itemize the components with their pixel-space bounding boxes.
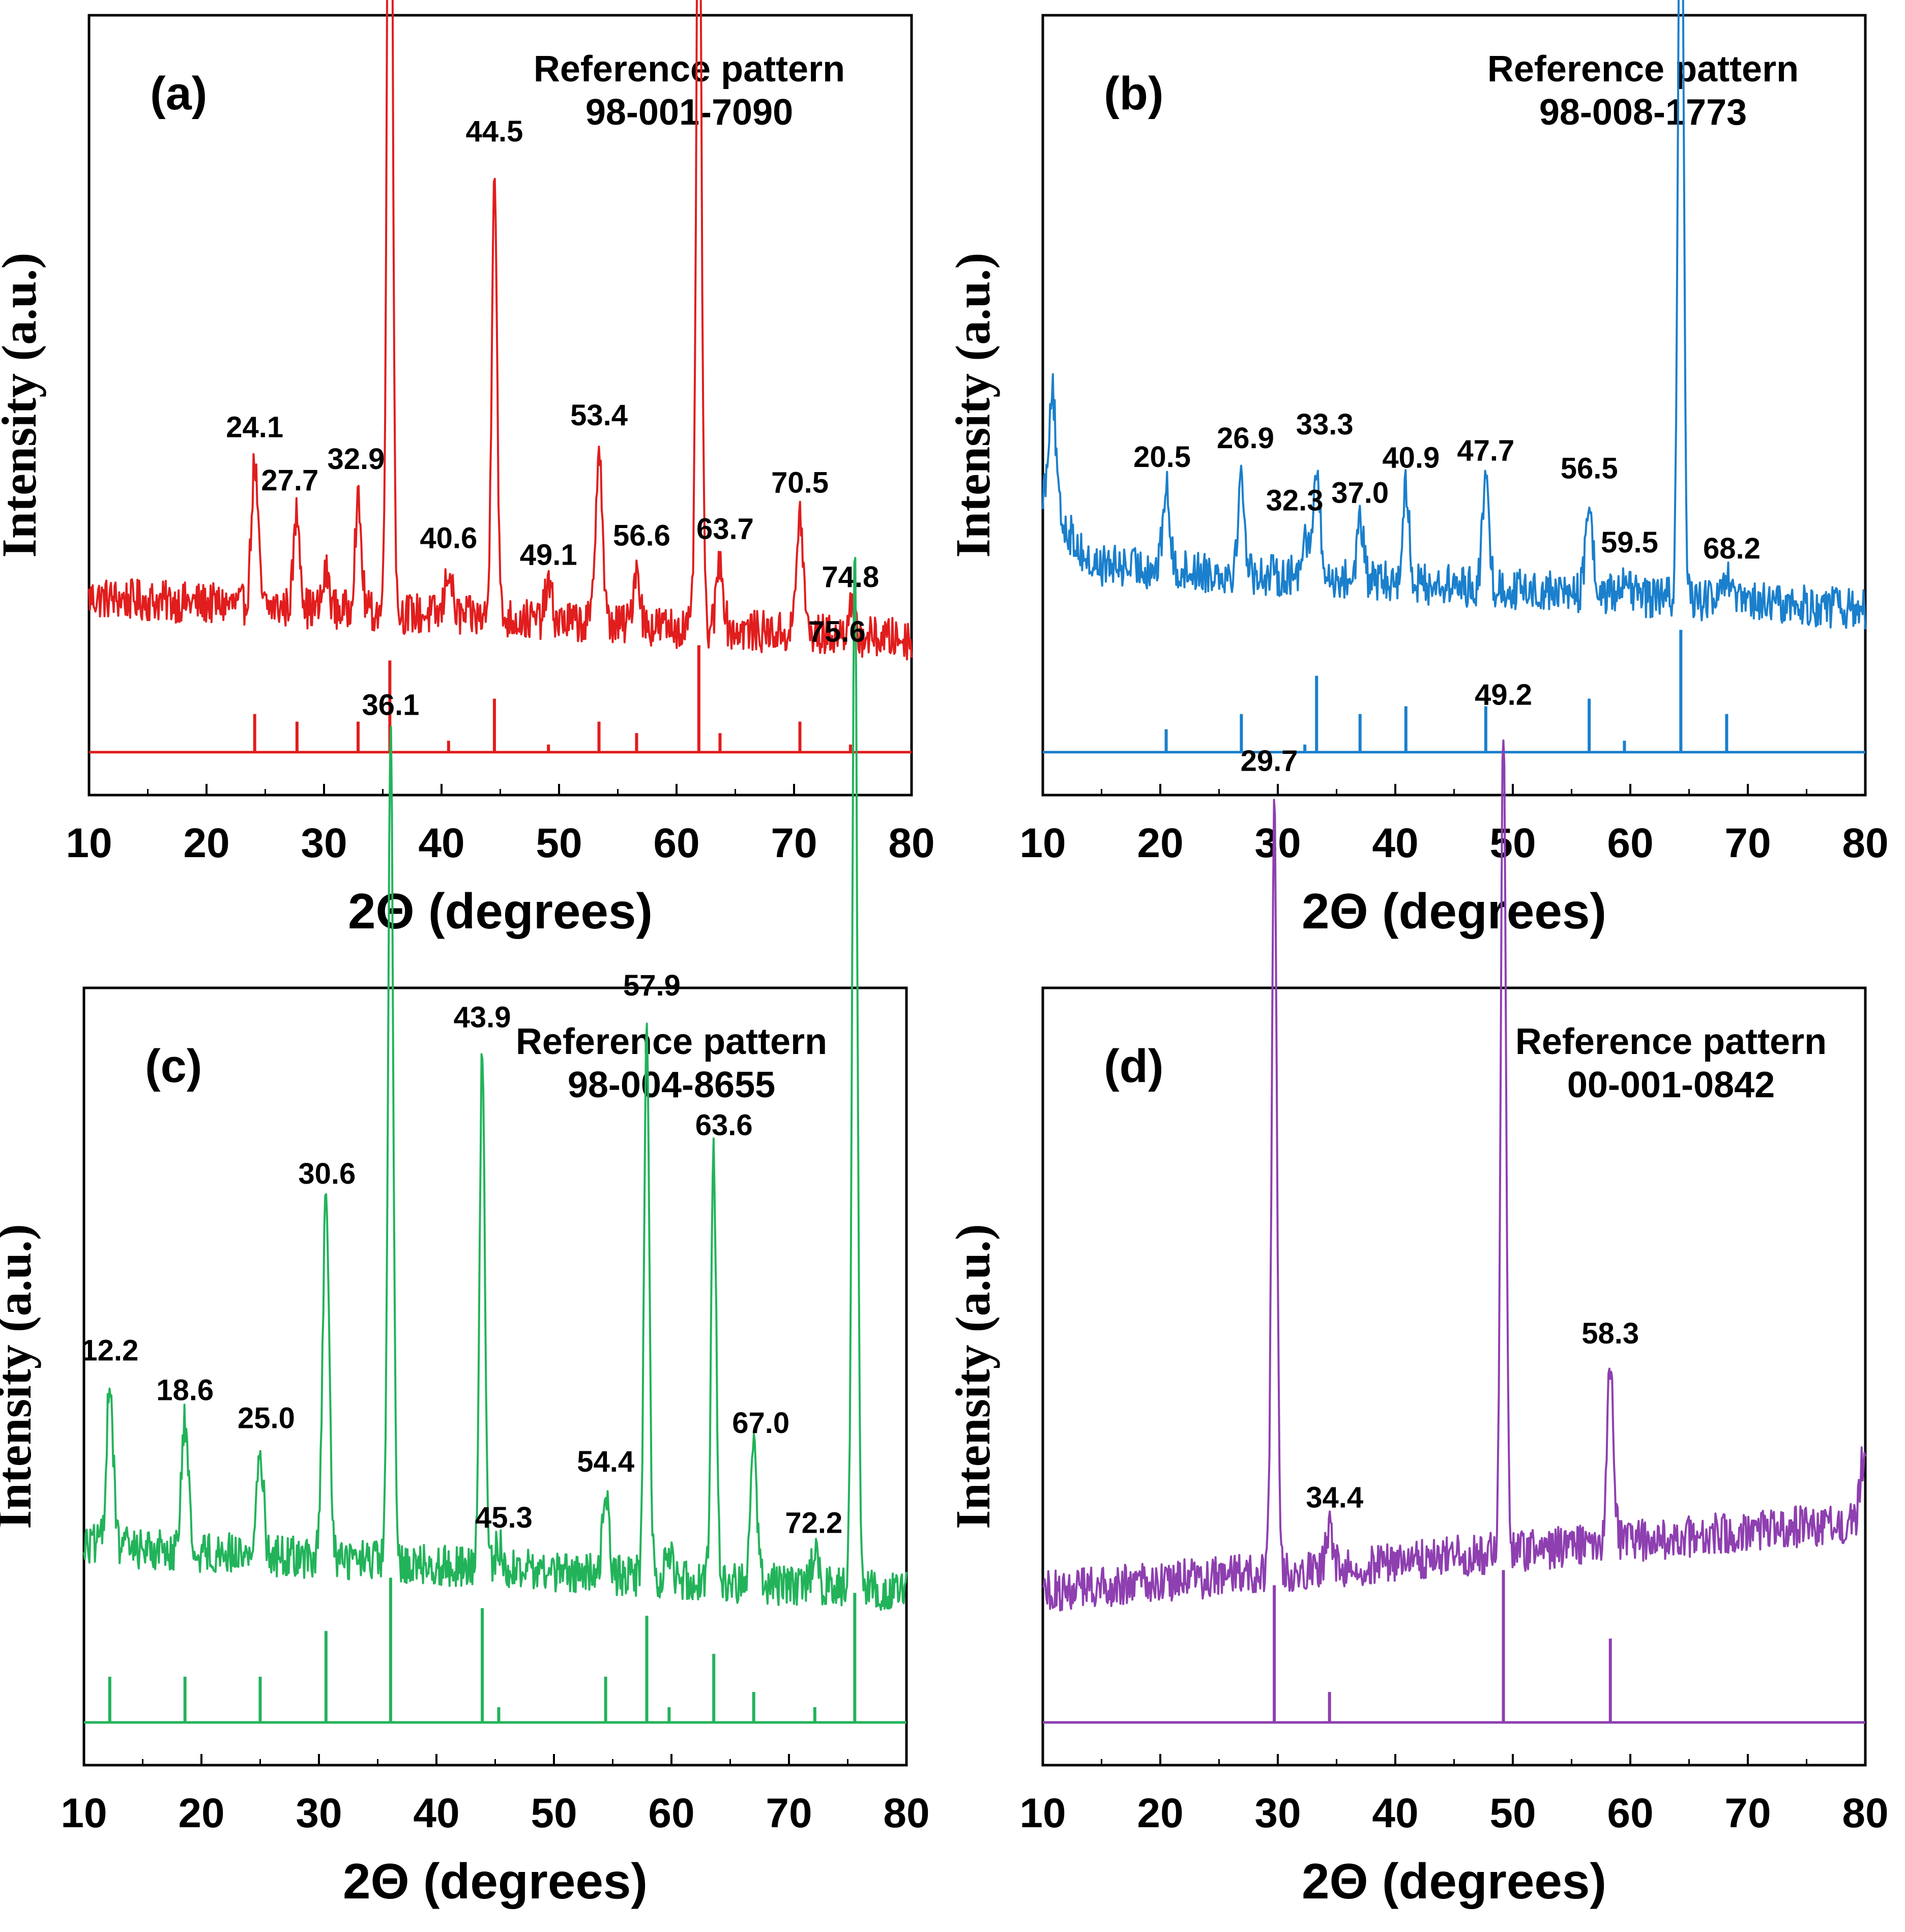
- reference-code: 98-008-1773: [1539, 92, 1747, 133]
- x-tick-label: 50: [531, 1790, 577, 1836]
- peak-label: 63.6: [695, 1109, 753, 1142]
- peak-label: 44.5: [466, 115, 523, 148]
- peak-label: 75.6: [808, 615, 866, 648]
- x-tick-label: 10: [61, 1790, 107, 1836]
- peak-label: 59.5: [1601, 526, 1658, 559]
- x-tick-label: 80: [888, 820, 934, 866]
- y-axis-label: Intensity (a.u.): [0, 252, 46, 558]
- diffraction-series: [1042, 739, 1866, 1612]
- peak-label: 68.2: [1703, 532, 1761, 565]
- x-tick-label: 60: [653, 820, 699, 866]
- peak-label: 47.7: [1457, 434, 1514, 467]
- x-axis-label: 2Θ (degrees): [1302, 883, 1606, 939]
- peak-label: 70.5: [771, 466, 829, 499]
- reference-title: Reference pattern: [516, 1021, 827, 1062]
- x-axis-label: 2Θ (degrees): [343, 1853, 648, 1909]
- x-tick-label: 50: [1489, 1790, 1536, 1836]
- peak-label: 45.3: [475, 1501, 533, 1534]
- peak-label: 29.7: [1241, 745, 1298, 778]
- diffraction-series: [83, 557, 907, 1611]
- x-tick-label: 60: [1607, 1790, 1653, 1836]
- x-tick-label: 20: [1137, 820, 1183, 866]
- panel-b: 10 20 30 40 50 60 70 80 2Θ (degrees) Intensity (a…: [946, 0, 1889, 939]
- x-tick-label: 80: [1842, 820, 1888, 866]
- peak-label: 24.1: [226, 411, 283, 444]
- peak-label: 37.0: [1331, 476, 1389, 509]
- peak-label: 40.6: [420, 521, 477, 554]
- peak-label: 40.9: [1382, 442, 1440, 475]
- x-axis-label: 2Θ (degrees): [1302, 1853, 1606, 1909]
- panel-c: 10 20 30 40 50 60 70 80 2Θ (degrees) Intensity (a…: [0, 557, 930, 1909]
- x-tick-label: 20: [183, 820, 229, 866]
- panel-d: 10 20 30 40 50 60 70 80 2Θ (degrees) Intensity (a…: [946, 679, 1889, 1909]
- peak-label: 49.2: [1475, 679, 1532, 712]
- peak-label: 36.1: [362, 689, 419, 722]
- x-tick-label: 50: [1489, 820, 1536, 866]
- peak-label: 54.4: [577, 1445, 634, 1478]
- peak-label: 32.3: [1266, 484, 1324, 517]
- panel-letter: (a): [150, 68, 207, 120]
- peak-label: 26.9: [1217, 422, 1274, 455]
- panel-a: 10 20 30 40 50 60 70 80 2Θ (degrees) Intensity (a…: [0, 0, 935, 939]
- peak-label: 67.0: [732, 1407, 789, 1440]
- reference-code: 98-001-7090: [585, 92, 793, 133]
- x-tick-label: 70: [771, 820, 817, 866]
- peak-label: 32.9: [328, 443, 385, 476]
- x-tick-label: 30: [296, 1790, 342, 1836]
- y-axis-label: Intensity (a.u.): [0, 1224, 41, 1529]
- y-axis-label: Intensity (a.u.): [946, 252, 1000, 558]
- peak-label: 33.3: [1296, 408, 1354, 441]
- peak-label: 57.9: [623, 969, 681, 1002]
- peak-label: 34.4: [1306, 1481, 1363, 1514]
- peak-label: 49.1: [520, 538, 577, 571]
- panel-letter: (b): [1104, 68, 1163, 120]
- peak-label: 72.2: [785, 1507, 842, 1540]
- x-tick-label: 30: [301, 820, 347, 866]
- peak-label: 12.2: [81, 1334, 138, 1367]
- panel-letter: (c): [145, 1040, 202, 1092]
- x-tick-label: 40: [418, 820, 464, 866]
- x-tick-label: 60: [648, 1790, 694, 1836]
- x-tick-label: 20: [1137, 1790, 1183, 1836]
- x-tick-label: 80: [883, 1790, 929, 1836]
- panel-letter: (d): [1104, 1040, 1163, 1092]
- x-axis-label: 2Θ (degrees): [348, 883, 653, 939]
- x-tick-label: 20: [178, 1790, 224, 1836]
- x-tick-label: 10: [66, 820, 112, 866]
- peak-label: 58.3: [1581, 1317, 1639, 1350]
- peak-label: 27.7: [261, 464, 318, 497]
- peak-label: 18.6: [156, 1374, 214, 1407]
- peak-label: 30.6: [298, 1157, 356, 1190]
- x-tick-label: 70: [1724, 1790, 1771, 1836]
- reference-code: 98-004-8655: [568, 1065, 775, 1105]
- peak-label: 74.8: [822, 561, 879, 594]
- y-axis-label: Intensity (a.u.): [946, 1224, 1000, 1529]
- peak-label: 56.5: [1561, 452, 1618, 485]
- peak-label: 56.6: [613, 519, 670, 552]
- x-tick-label: 40: [1372, 1790, 1418, 1836]
- reference-title: Reference pattern: [1487, 49, 1799, 90]
- peak-label: 20.5: [1133, 441, 1191, 474]
- x-tick-label: 10: [1019, 820, 1066, 866]
- peak-label: 63.7: [696, 513, 754, 546]
- reference-title: Reference pattern: [534, 49, 845, 90]
- reference-title: Reference pattern: [1515, 1021, 1827, 1062]
- x-tick-label: 30: [1254, 820, 1301, 866]
- diffraction-series: [88, 0, 913, 661]
- peak-label: 25.0: [238, 1402, 295, 1435]
- peak-label: 43.9: [454, 1001, 511, 1034]
- x-tick-label: 50: [536, 820, 582, 866]
- x-tick-label: 80: [1842, 1790, 1888, 1836]
- x-tick-label: 40: [413, 1790, 459, 1836]
- x-tick-label: 70: [766, 1790, 812, 1836]
- x-tick-label: 10: [1019, 1790, 1066, 1836]
- reference-code: 00-001-0842: [1567, 1065, 1775, 1105]
- diffraction-series: [1042, 0, 1866, 630]
- x-tick-label: 30: [1254, 1790, 1301, 1836]
- peak-label: 53.4: [570, 399, 628, 432]
- x-tick-label: 70: [1724, 820, 1771, 866]
- x-tick-label: 60: [1607, 820, 1653, 866]
- x-tick-label: 40: [1372, 820, 1418, 866]
